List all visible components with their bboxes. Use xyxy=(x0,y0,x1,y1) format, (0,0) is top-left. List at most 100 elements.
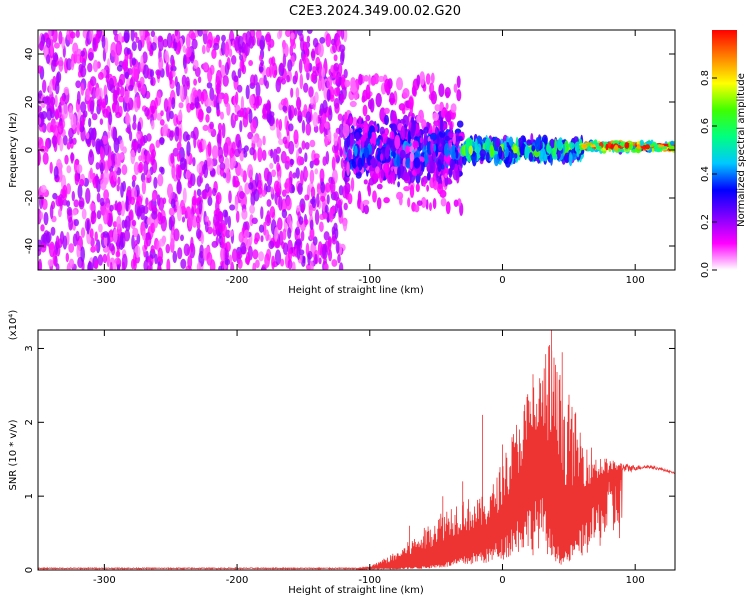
spectrogram-cell xyxy=(157,265,162,270)
spectrogram-cell xyxy=(255,82,261,99)
spectrogram-cell xyxy=(66,165,72,174)
spectrogram-cell xyxy=(102,208,109,225)
spectrogram-cell xyxy=(340,51,345,66)
spectrogram-cell xyxy=(117,176,121,186)
spectrogram-cell xyxy=(121,164,128,176)
spectrogram-cell xyxy=(54,108,59,119)
spectrogram-cell xyxy=(131,41,137,52)
spectrogram-cell xyxy=(40,111,48,120)
spectrogram-cell xyxy=(91,113,98,121)
snr-y-tick-label: 0 xyxy=(24,567,35,573)
spectrogram-cell xyxy=(489,144,495,158)
spectrogram-cell xyxy=(474,138,478,153)
spectrogram-cell xyxy=(248,60,254,66)
spectrogram-cell xyxy=(368,177,375,186)
spectrogram-cell xyxy=(95,87,102,100)
spectrogram-cell xyxy=(49,204,54,219)
spectrogram-cell xyxy=(385,167,389,179)
spectrogram-cell xyxy=(113,170,117,182)
colorbar-scale xyxy=(712,30,737,270)
spectrogram-cell xyxy=(380,153,384,162)
spectrogram-cell xyxy=(241,64,247,75)
spectrogram-cell xyxy=(239,168,244,177)
spectrogram-cell xyxy=(49,124,54,133)
spectrogram-cell xyxy=(420,197,427,208)
spectrogram-cell xyxy=(227,215,231,229)
spectrogram-cell xyxy=(61,103,69,119)
spectrogram-cell xyxy=(258,186,263,195)
spectrogram-cell xyxy=(133,65,140,81)
spectrogram-cell xyxy=(209,87,215,102)
spectrogram-cell xyxy=(116,215,122,230)
spectrogram-cell xyxy=(392,170,396,185)
spectrogram-cell xyxy=(432,112,440,121)
spectrogram-cell xyxy=(363,146,370,159)
spectrogram-cell xyxy=(320,181,326,194)
spectrogram-cell xyxy=(181,74,187,87)
spectrogram-cell xyxy=(526,139,532,146)
spectrogram-cell xyxy=(271,56,276,67)
spectrogram-cell xyxy=(102,231,109,238)
spectrogram-cell xyxy=(338,123,345,138)
spectrogram-cell xyxy=(169,110,174,120)
spectrogram-cell xyxy=(342,219,348,232)
spectrogram-cell xyxy=(333,97,340,109)
spectrogram-cell xyxy=(249,204,256,214)
spectrogram-cell xyxy=(410,125,416,137)
spectrogram-cell xyxy=(312,158,320,166)
figure-title: C2E3.2024.349.00.02.G20 xyxy=(289,4,461,19)
spectrogram-cell xyxy=(355,171,362,179)
spectrogram-cell xyxy=(193,59,199,69)
spectrogram-cell xyxy=(409,184,415,198)
spectrogram-cell xyxy=(432,143,437,153)
spectrogram-cell xyxy=(185,46,192,58)
spectrogram-cell xyxy=(397,181,400,188)
spectrogram-cell xyxy=(250,118,257,134)
spectrogram-cell xyxy=(112,221,118,228)
spectrogram-cell xyxy=(124,90,130,104)
spectrogram-cell xyxy=(206,105,212,114)
spectrogram-cell xyxy=(80,227,86,239)
spectrogram-cell xyxy=(222,75,229,87)
spectrogram-cell xyxy=(229,204,236,211)
spectrogram-cell xyxy=(168,207,173,216)
spectrogram-cell xyxy=(131,219,137,227)
spectrogram-cell xyxy=(319,37,326,44)
spectrogram-cell xyxy=(408,96,414,110)
snr-y-label: SNR (10 * v/v) xyxy=(8,419,19,490)
spectrogram-cell xyxy=(118,95,125,103)
spectrogram-cell xyxy=(86,219,90,235)
snr-x-tick-label: -200 xyxy=(226,575,249,586)
spectrogram-cell xyxy=(390,151,396,157)
spectrogram-x-tick-label: -300 xyxy=(93,275,116,286)
spectrogram-cell xyxy=(89,228,94,239)
spectrogram-cell xyxy=(176,81,181,97)
spectrogram-cell xyxy=(295,226,301,236)
spectrogram-cell xyxy=(355,166,360,173)
spectrogram-cell xyxy=(414,204,420,213)
spectrogram-cell xyxy=(416,115,421,124)
spectrogram-cell xyxy=(170,65,177,72)
spectrogram-cell xyxy=(109,261,113,270)
spectrogram-cell xyxy=(387,78,393,90)
spectrogram-cell xyxy=(228,48,233,57)
spectrogram-cell xyxy=(318,43,324,58)
spectrogram-cell xyxy=(92,59,99,73)
spectrogram-cell xyxy=(140,85,146,96)
spectrogram-cell xyxy=(285,196,292,211)
spectrogram-cell xyxy=(344,182,351,195)
spectrogram-cell xyxy=(247,131,254,140)
spectrogram-cell xyxy=(72,42,79,55)
spectrogram-cell xyxy=(90,210,97,225)
spectrogram-cell xyxy=(107,156,112,170)
spectrogram-cell xyxy=(221,122,226,139)
spectrogram-cell xyxy=(74,175,80,186)
spectrogram-cell xyxy=(301,140,306,150)
spectrogram-cell xyxy=(190,130,195,139)
spectrogram-cell xyxy=(396,154,401,168)
spectrogram-cell xyxy=(240,96,244,112)
spectrogram-cell xyxy=(185,134,191,141)
spectrogram-cell xyxy=(413,157,421,169)
spectrogram-cell xyxy=(167,183,174,199)
spectrogram-cell xyxy=(569,142,575,150)
